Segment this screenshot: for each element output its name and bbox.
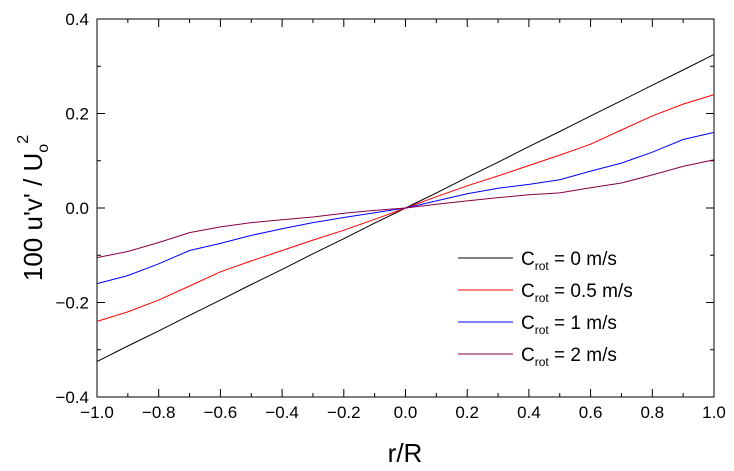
legend-entry-1: Crot = 0.5 m/s (521, 281, 633, 305)
x-tick-label: −0.6 (204, 403, 238, 422)
x-tick-label: 0.6 (579, 403, 603, 422)
y-tick-label: −0.4 (55, 388, 89, 407)
legend-entry-sub: rot (535, 355, 550, 369)
legend-entry-rest: = 2 m/s (549, 345, 617, 366)
y-tick-label: 0.2 (65, 105, 89, 124)
x-tick-label: 0.0 (394, 403, 418, 422)
legend-entry-rest: = 1 m/s (549, 313, 617, 334)
legend-entry-main: C (521, 313, 535, 334)
series-lines (96, 53, 715, 363)
legend-entry-main: C (521, 281, 535, 302)
x-tick-label: −1.0 (80, 403, 114, 422)
legend-entry-2: Crot = 1 m/s (521, 313, 617, 337)
x-tick-label: 0.4 (517, 403, 541, 422)
y-axis-title: 100 u'v' / Uo2 (15, 135, 52, 281)
y-axis-title-sup: 2 (15, 135, 32, 144)
y-tick-label: 0.4 (65, 10, 89, 29)
legend-entry-sub: rot (535, 291, 550, 305)
legend-entry-sub: rot (535, 323, 550, 337)
series-line-3 (96, 159, 715, 259)
y-tick-label: −0.2 (55, 294, 89, 313)
y-axis-title-sub: o (35, 144, 52, 153)
legend-entry-0: Crot = 0 m/s (521, 249, 617, 273)
x-tick-label: −0.4 (265, 403, 299, 422)
legend-entry-main: C (521, 345, 535, 366)
x-tick-label: −0.8 (142, 403, 176, 422)
legend-entry-3: Crot = 2 m/s (521, 345, 617, 369)
x-axis-title: r/R (388, 438, 423, 468)
y-axis-title-main: 100 u'v' / U (18, 153, 48, 281)
legend-entry-main: C (521, 249, 535, 270)
y-tick-label: 0.0 (65, 199, 89, 218)
legend-entry-rest: = 0 m/s (549, 249, 617, 270)
legend-entry-sub: rot (535, 259, 550, 273)
x-tick-label: 1.0 (702, 403, 726, 422)
x-tick-label: −0.2 (327, 403, 361, 422)
x-tick-label: 0.8 (640, 403, 664, 422)
legend-entry-rest: = 0.5 m/s (549, 281, 633, 302)
x-tick-label: 0.2 (455, 403, 479, 422)
ticks: −1.0 −0.8 −0.6 −0.4 −0.2 0.0 0.2 0.4 0.6 0.8 1.0 −0… (55, 10, 725, 422)
